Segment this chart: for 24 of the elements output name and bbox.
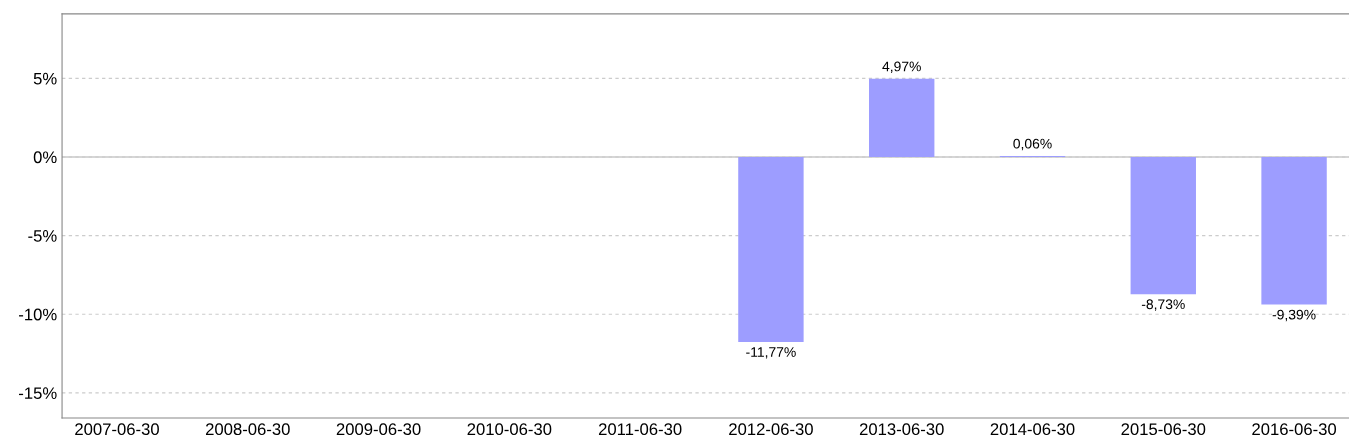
y-tick-label: -5% bbox=[28, 230, 57, 242]
x-tick-label: 2016-06-30 bbox=[1252, 423, 1337, 436]
y-tick-label: -15% bbox=[19, 387, 57, 400]
x-tick-label: 2007-06-30 bbox=[75, 423, 159, 436]
x-tick-label: 2014-06-30 bbox=[990, 423, 1075, 436]
bar bbox=[1130, 156, 1196, 295]
data-label: -9,39% bbox=[1272, 309, 1316, 322]
bar bbox=[738, 156, 804, 343]
bar bbox=[869, 78, 935, 157]
bar bbox=[1261, 156, 1327, 305]
data-label: -8,73% bbox=[1141, 299, 1185, 311]
data-label: -11,77% bbox=[746, 347, 796, 359]
y-tick-label: -10% bbox=[19, 308, 57, 321]
x-tick-label: 2015-06-30 bbox=[1121, 423, 1206, 436]
y-tick-label: 5% bbox=[33, 72, 57, 85]
y-tick-label: 0% bbox=[33, 151, 57, 164]
x-tick-label: 2010-06-30 bbox=[467, 423, 552, 436]
x-tick-label: 2008-06-30 bbox=[205, 423, 290, 436]
x-tick-label: 2013-06-30 bbox=[859, 423, 944, 436]
x-tick-label: 2011-06-30 bbox=[598, 423, 682, 436]
x-tick-label: 2009-06-30 bbox=[336, 423, 421, 436]
data-label: 4,97% bbox=[882, 61, 921, 73]
x-tick-label: 2012-06-30 bbox=[729, 423, 813, 436]
data-label: 0,06% bbox=[1013, 138, 1052, 151]
